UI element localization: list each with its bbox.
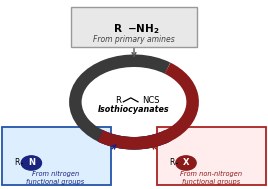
- Text: From primary amines: From primary amines: [93, 35, 175, 44]
- Text: NCS: NCS: [143, 96, 160, 105]
- Text: R: R: [169, 159, 174, 167]
- Text: R: R: [114, 24, 122, 34]
- Text: $\mathbf{-NH_2}$: $\mathbf{-NH_2}$: [127, 22, 160, 36]
- Text: X: X: [183, 159, 189, 167]
- FancyBboxPatch shape: [2, 127, 111, 185]
- Text: R: R: [115, 96, 121, 105]
- Circle shape: [78, 63, 190, 141]
- Text: N: N: [28, 159, 35, 167]
- Text: Isothiocyanates: Isothiocyanates: [98, 105, 170, 114]
- Text: From non-nitrogen
functional groups: From non-nitrogen functional groups: [180, 171, 242, 185]
- Circle shape: [176, 156, 196, 170]
- Text: From nitrogen
functional groups: From nitrogen functional groups: [26, 171, 84, 185]
- Circle shape: [21, 156, 42, 170]
- Text: R: R: [14, 159, 20, 167]
- FancyBboxPatch shape: [71, 7, 197, 47]
- FancyBboxPatch shape: [157, 127, 266, 185]
